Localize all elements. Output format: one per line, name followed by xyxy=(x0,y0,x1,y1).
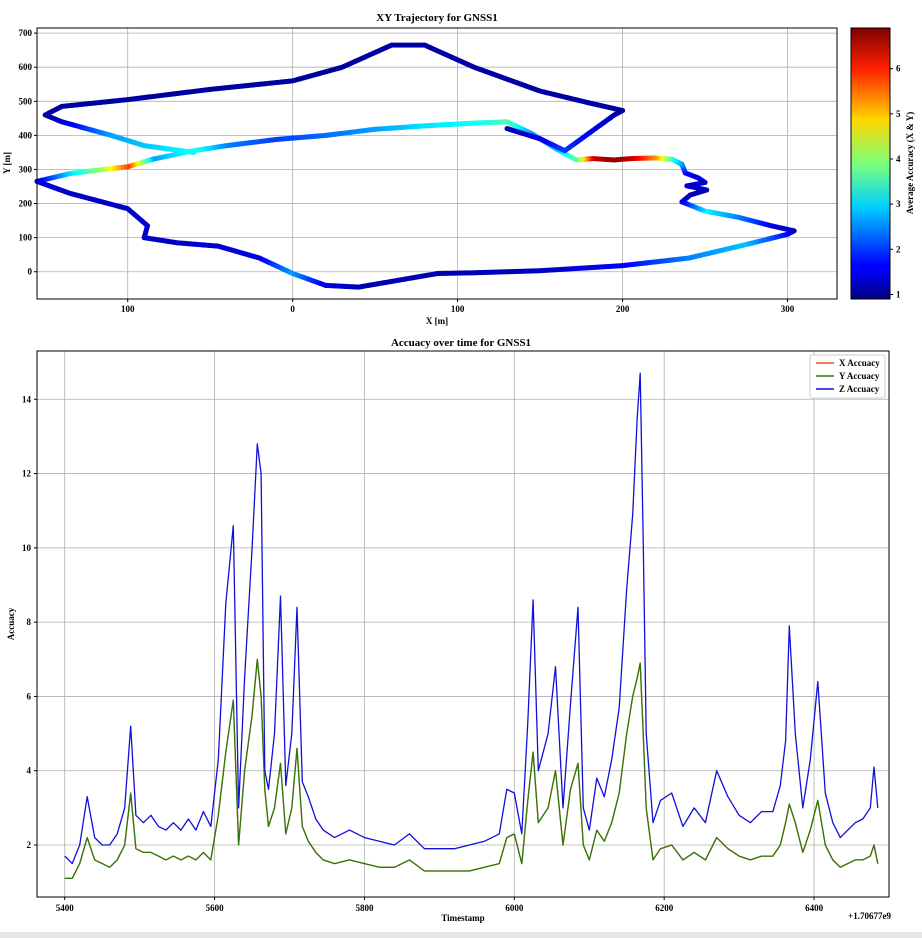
xy-trajectory-points xyxy=(34,42,797,290)
accuracy-y-axis-label: Accuacy xyxy=(6,607,16,640)
xy-plot-frame xyxy=(36,27,838,300)
accuracy-x-ticks: 5400 5600 5800 6000 6200 6400 xyxy=(56,897,824,913)
xy-trajectory-chart: XY Trajectory for GNSS1 100 0 100 200 300 01… xyxy=(2,12,915,326)
xy-x-axis-label: X [m] xyxy=(426,316,448,326)
xy-x-tick-label: 200 xyxy=(616,304,630,314)
xy-y-tick-label: 500 xyxy=(19,96,33,106)
xy-y-ticks: 0 100 200 300 400 500 600 700 xyxy=(19,28,37,277)
xy-x-tick-label: 0 xyxy=(290,304,295,314)
accuracy-x-axis-label: Timestamp xyxy=(441,913,484,923)
accuracy-y-tick-label: 10 xyxy=(22,543,32,553)
accuracy-y-tick-label: 6 xyxy=(27,691,32,701)
xy-y-tick-label: 200 xyxy=(19,199,33,209)
xy-chart-title: XY Trajectory for GNSS1 xyxy=(376,12,498,24)
colorbar-label: Average Accuracy (X & Y) xyxy=(905,112,915,214)
legend-box xyxy=(809,354,886,399)
accuracy-x-tick-label: 5400 xyxy=(56,903,75,913)
accuracy-lines xyxy=(64,372,879,880)
window-bottom-border xyxy=(0,932,922,938)
legend-entry-label: Y Accuacy xyxy=(839,371,880,381)
legend-entry-label: Z Accuacy xyxy=(839,384,880,394)
accuracy-y-tick-label: 4 xyxy=(27,766,32,776)
accuracy-y-tick-label: 2 xyxy=(27,840,32,850)
xy-x-tick-label: 100 xyxy=(121,304,135,314)
accuracy-y-ticks: 2 4 6 8 10 12 14 xyxy=(22,394,37,850)
accuracy-y-tick-label: 8 xyxy=(27,617,32,627)
accuracy-x-offset-label: +1.70677e9 xyxy=(848,911,891,921)
colorbar-tick-label: 1 xyxy=(896,289,901,299)
xy-y-tick-label: 0 xyxy=(28,267,33,277)
xy-grid xyxy=(37,28,837,299)
colorbar-tick-label: 6 xyxy=(896,64,901,74)
accuracy-x-tick-label: 6000 xyxy=(505,903,524,913)
accuracy-y-tick-label: 12 xyxy=(22,469,32,479)
colorbar xyxy=(850,27,891,300)
xy-y-tick-label: 600 xyxy=(19,62,33,72)
xy-y-tick-label: 700 xyxy=(19,28,33,38)
series-line-y-accuacy xyxy=(64,658,879,880)
legend-entry-label: X Accuacy xyxy=(839,358,880,368)
xy-y-tick-label: 100 xyxy=(19,233,33,243)
trajectory-point xyxy=(191,149,197,156)
trajectory-point xyxy=(435,270,441,277)
accuracy-chart-title: Accuacy over time for GNSS1 xyxy=(391,337,531,349)
accuracy-x-tick-label: 6400 xyxy=(805,903,824,913)
accuracy-plot-frame xyxy=(36,350,890,898)
series-line-z-accuacy xyxy=(64,372,879,865)
xy-x-ticks: 100 0 100 200 300 xyxy=(121,299,795,314)
xy-y-axis-label: Y [m] xyxy=(2,152,12,174)
xy-y-tick-label: 300 xyxy=(19,164,33,174)
colorbar-tick-label: 3 xyxy=(896,199,901,209)
accuracy-y-tick-label: 14 xyxy=(22,394,32,404)
accuracy-x-tick-label: 5800 xyxy=(355,903,374,913)
xy-y-tick-label: 400 xyxy=(19,130,33,140)
xy-x-tick-label: 100 xyxy=(451,304,465,314)
accuracy-x-tick-label: 6200 xyxy=(655,903,674,913)
xy-x-tick-label: 300 xyxy=(781,304,795,314)
colorbar-ticks: 1 2 3 4 5 6 xyxy=(890,64,901,299)
colorbar-tick-label: 4 xyxy=(896,154,901,164)
colorbar-tick-label: 2 xyxy=(896,244,901,254)
accuracy-x-tick-label: 5600 xyxy=(206,903,225,913)
accuracy-over-time-chart: Accuacy over time for GNSS1 5400 5600 5800… xyxy=(6,337,891,923)
legend: X Accuacy Y Accuacy Z Accuacy xyxy=(809,354,886,399)
colorbar-tick-label: 5 xyxy=(896,109,901,119)
accuracy-grid xyxy=(37,351,889,897)
